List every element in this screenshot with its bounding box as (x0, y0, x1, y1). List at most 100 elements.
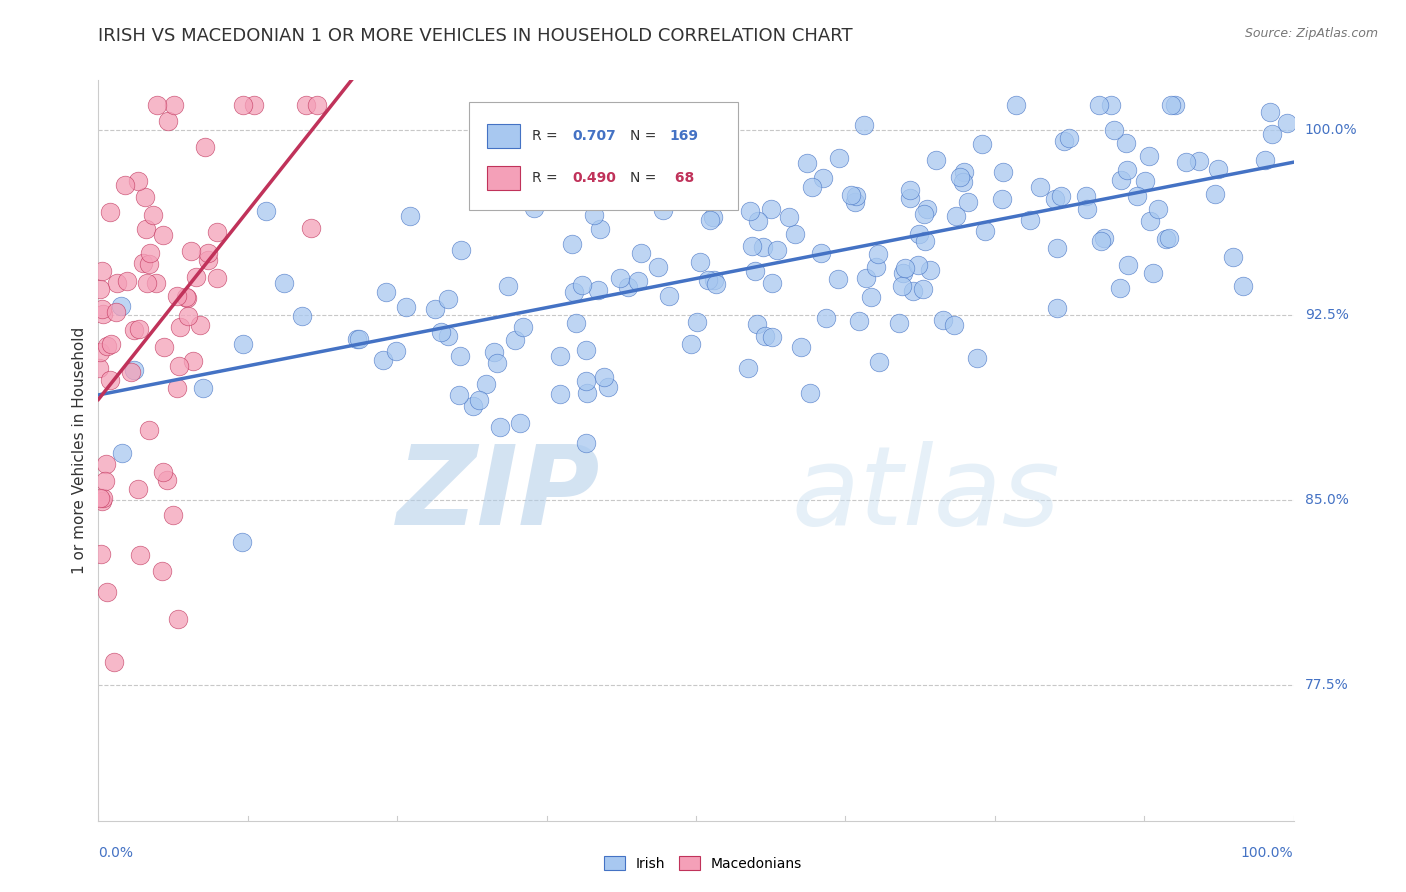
Point (105, 305, 128, 319)
Point (918, 263, 941, 277)
Point (630, 246, 652, 260)
Legend: Irish, Macedonians: Irish, Macedonians (598, 850, 808, 876)
Point (575, 386, 598, 401)
Point (589, 222, 612, 236)
Point (429, 325, 451, 339)
Point (865, 260, 887, 275)
Point (1115, 136, 1137, 150)
Text: 77.5%: 77.5% (1305, 678, 1348, 692)
Point (371, 353, 394, 368)
Point (127, 482, 149, 496)
Point (1092, 230, 1115, 244)
Point (467, 393, 489, 408)
Point (650, 151, 672, 165)
Point (571, 278, 593, 293)
Point (184, 270, 207, 285)
Point (291, 309, 314, 323)
Point (128, 322, 150, 336)
Text: IRISH VS MACEDONIAN 1 OR MORE VEHICLES IN HOUSEHOLD CORRELATION CHART: IRISH VS MACEDONIAN 1 OR MORE VEHICLES I… (98, 27, 853, 45)
Point (449, 350, 471, 364)
Point (898, 183, 921, 197)
Point (1204, 186, 1226, 201)
FancyBboxPatch shape (470, 103, 738, 210)
Point (1137, 149, 1160, 163)
Point (89, 491, 111, 505)
Point (169, 319, 191, 334)
Point (132, 256, 155, 270)
Point (974, 224, 997, 238)
Point (174, 289, 197, 303)
Point (1260, 127, 1282, 141)
Point (901, 284, 924, 298)
Point (120, 365, 142, 379)
Point (908, 227, 931, 241)
Point (1126, 189, 1149, 203)
Point (385, 344, 408, 359)
Point (1046, 301, 1069, 315)
Point (136, 277, 159, 291)
Point (561, 186, 583, 200)
Point (111, 446, 134, 460)
Point (747, 317, 769, 331)
Point (155, 473, 177, 487)
Point (115, 274, 138, 288)
Point (307, 98, 329, 112)
Point (759, 202, 782, 216)
Y-axis label: 1 or more Vehicles in Household: 1 or more Vehicles in Household (72, 326, 87, 574)
Point (139, 246, 162, 260)
Point (815, 311, 838, 326)
Point (122, 323, 145, 337)
Point (945, 209, 967, 223)
Point (912, 206, 935, 220)
Point (907, 258, 929, 272)
Point (738, 204, 761, 219)
Point (799, 385, 821, 400)
Point (503, 333, 526, 347)
Point (704, 277, 727, 291)
Point (127, 174, 149, 188)
Point (122, 362, 145, 376)
Point (1232, 278, 1254, 293)
Point (761, 330, 783, 344)
Point (91, 307, 114, 321)
Point (488, 420, 510, 434)
Point (90, 547, 112, 561)
Point (790, 340, 813, 354)
Text: 0.0%: 0.0% (98, 846, 134, 860)
Point (1090, 235, 1112, 249)
Point (627, 274, 650, 288)
Point (523, 201, 546, 215)
Point (163, 98, 186, 112)
Point (395, 300, 418, 314)
Point (482, 344, 505, 359)
Point (138, 257, 160, 271)
Point (737, 360, 759, 375)
Point (991, 165, 1014, 179)
Point (301, 221, 323, 235)
Point (98, 205, 121, 219)
Point (703, 273, 725, 287)
Point (447, 388, 470, 402)
Text: R =: R = (533, 171, 562, 185)
Point (1164, 98, 1187, 112)
Point (145, 276, 167, 290)
Point (586, 283, 609, 297)
Point (1174, 155, 1197, 169)
Point (593, 370, 616, 384)
Point (754, 328, 776, 343)
Point (800, 179, 823, 194)
Point (169, 359, 191, 374)
Text: 0.707: 0.707 (572, 128, 617, 143)
Point (107, 276, 129, 290)
Point (855, 271, 877, 285)
Point (1139, 214, 1161, 228)
Point (232, 337, 254, 351)
Point (679, 337, 702, 351)
Point (561, 237, 583, 252)
Point (1133, 174, 1156, 188)
Point (153, 340, 176, 354)
Point (925, 153, 948, 167)
Point (845, 189, 868, 203)
Text: N =: N = (630, 171, 661, 185)
Point (943, 318, 966, 333)
